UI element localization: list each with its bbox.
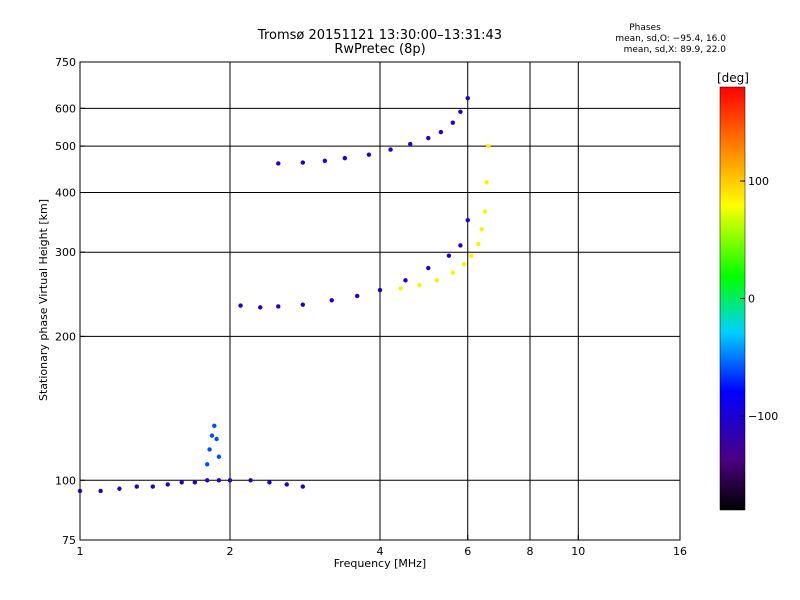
data-point [476, 241, 481, 247]
data-point [434, 278, 439, 283]
data-point [179, 480, 184, 485]
y-tick-label: 500 [55, 140, 76, 153]
data-point [366, 152, 372, 157]
data-point [214, 436, 219, 442]
colorbar-tick-label: −100 [748, 410, 778, 423]
data-point [484, 180, 489, 185]
data-point [207, 447, 212, 452]
data-point [461, 262, 467, 267]
data-point [98, 488, 103, 494]
x-tick-label: 2 [227, 545, 234, 558]
x-tick-label: 8 [527, 545, 534, 558]
data-point [482, 209, 488, 214]
data-point [209, 433, 215, 438]
colorbar-label: [deg] [717, 71, 749, 85]
colorbar-tick-label: 100 [748, 175, 769, 188]
data-point [465, 218, 470, 223]
chart-title: Tromsø 20151121 13:30:00–13:31:43 [257, 28, 502, 43]
y-tick-label: 750 [55, 56, 76, 69]
data-point [212, 423, 217, 429]
y-tick-label: 75 [62, 534, 76, 547]
data-point [238, 303, 243, 308]
data-point [117, 486, 122, 491]
y-tick-label: 100 [55, 474, 76, 487]
y-axis-label: Stationary phase Virtual Height [km] [37, 199, 50, 401]
data-point [469, 253, 474, 258]
data-point [486, 143, 491, 149]
data-point [342, 155, 348, 161]
y-tick-label: 400 [55, 186, 76, 199]
data-point [276, 161, 281, 166]
data-point [300, 160, 306, 165]
data-point [479, 227, 484, 232]
data-point [284, 482, 289, 487]
data-point [216, 478, 222, 483]
data-point [417, 282, 422, 288]
grid-lines [80, 62, 680, 540]
x-tick-label: 6 [464, 545, 471, 558]
data-point [426, 265, 431, 271]
data-point [438, 129, 444, 135]
data-point [458, 109, 463, 115]
data-point [450, 270, 456, 275]
colorbar-tick-label: 0 [748, 293, 755, 306]
phases-header: Phases [629, 23, 661, 33]
data-point [300, 302, 306, 307]
data-point [77, 488, 83, 494]
data-point [204, 462, 210, 467]
x-tick-label: 16 [673, 545, 687, 558]
phases-mean-x: mean, sd,X: 89.9, 22.0 [624, 45, 727, 55]
data-points [77, 95, 491, 494]
x-axis: 1 2 4 6 8 10 16 [77, 535, 687, 558]
data-point [322, 158, 328, 163]
data-point [329, 298, 334, 303]
data-point [465, 95, 470, 101]
data-point [204, 478, 210, 483]
phases-mean-o: mean, sd,O: −95.4, 16.0 [615, 34, 726, 44]
data-point [408, 141, 413, 147]
chart-subtitle: RwPretec (8p) [334, 42, 425, 57]
data-point [192, 480, 198, 485]
data-point [446, 253, 452, 258]
y-axis: 75 100 200 300 400 500 600 750 [55, 56, 85, 547]
data-point [403, 278, 408, 283]
data-point [227, 478, 233, 483]
data-point [458, 243, 463, 248]
data-point [267, 480, 272, 485]
y-tick-label: 600 [55, 102, 76, 115]
x-axis-label: Frequency [MHz] [334, 557, 426, 570]
colorbar-ticks: 100 0 −100 [740, 175, 778, 423]
data-point [216, 454, 222, 459]
data-point [426, 135, 431, 141]
data-point [377, 287, 383, 293]
data-point [134, 484, 139, 489]
data-point [398, 286, 403, 291]
data-point [388, 147, 393, 152]
data-point [248, 478, 253, 483]
x-tick-label: 4 [377, 545, 384, 558]
y-tick-label: 200 [55, 330, 76, 343]
data-point [258, 305, 263, 310]
x-tick-label: 1 [77, 545, 84, 558]
data-point [300, 484, 306, 489]
data-point [450, 120, 456, 125]
y-tick-label: 300 [55, 246, 76, 259]
x-tick-label: 10 [571, 545, 585, 558]
data-point [354, 293, 360, 299]
data-point [165, 482, 170, 487]
data-point [276, 304, 281, 309]
data-point [150, 484, 156, 489]
